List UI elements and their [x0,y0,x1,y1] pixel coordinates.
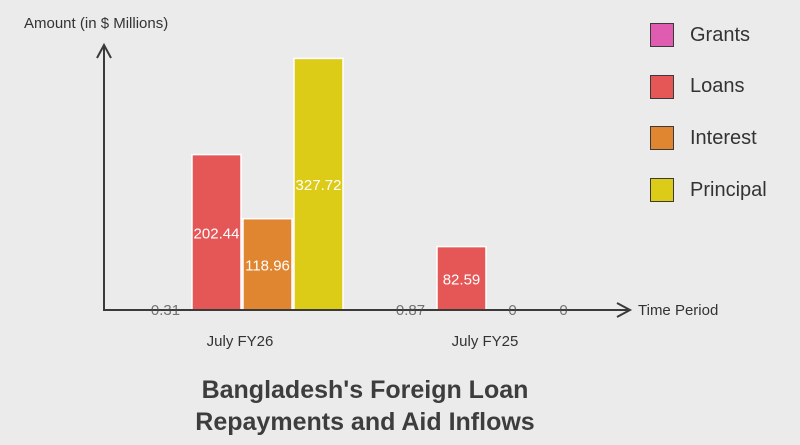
value-label-interest-1: 0 [508,302,516,319]
legend: Grants Loans Interest Principal [650,22,767,229]
legend-item-loans: Loans [650,74,767,100]
bars-layer [191,57,487,311]
x-tick-label-1: July FY25 [452,333,519,350]
legend-label-interest: Interest [690,126,757,149]
chart-title-line-2: Repayments and Aid Inflows [195,408,535,436]
value-label-interest-0: 118.96 [245,257,290,274]
bar-loans-1 [436,245,487,311]
legend-swatch-principal [650,178,674,203]
labels-layer: 0.31 202.44 118.96 327.72 0.87 82.59 0 0 [151,177,568,319]
y-axis-label: Amount (in $ Millions) [24,15,168,32]
value-label-loans-1: 82.59 [443,271,481,288]
value-label-principal-1: 0 [559,302,567,319]
legend-swatch-loans [650,74,674,99]
chart-title: Bangladesh's Foreign Loan Repayments and… [0,374,730,438]
legend-item-principal: Principal [650,177,767,203]
x-axis-arrow-icon [616,302,633,318]
legend-swatch-interest [650,126,674,151]
value-label-principal-0: 327.72 [296,177,342,194]
x-tick-labels: July FY26 July FY25 [207,333,519,350]
y-axis-arrow-icon [96,42,112,59]
chart-title-line-1: Bangladesh's Foreign Loan [201,376,529,404]
legend-item-interest: Interest [650,125,767,151]
bar-loans-0 [191,153,242,311]
bar-principal-0 [293,57,344,311]
value-label-loans-0: 202.44 [194,225,240,242]
value-label-grants-0: 0.31 [151,302,180,319]
x-tick-label-0: July FY26 [207,333,274,350]
legend-label-grants: Grants [690,23,751,46]
bar-interest-0 [242,217,293,311]
legend-swatch-grants [650,23,674,47]
axes-layer: Amount (in $ Millions) Time Period [24,15,718,319]
value-label-grants-1: 0.87 [396,302,425,319]
legend-label-loans: Loans [690,75,745,98]
legend-label-principal: Principal [690,178,767,201]
legend-item-grants: Grants [650,22,767,48]
x-axis-label: Time Period [638,302,718,319]
